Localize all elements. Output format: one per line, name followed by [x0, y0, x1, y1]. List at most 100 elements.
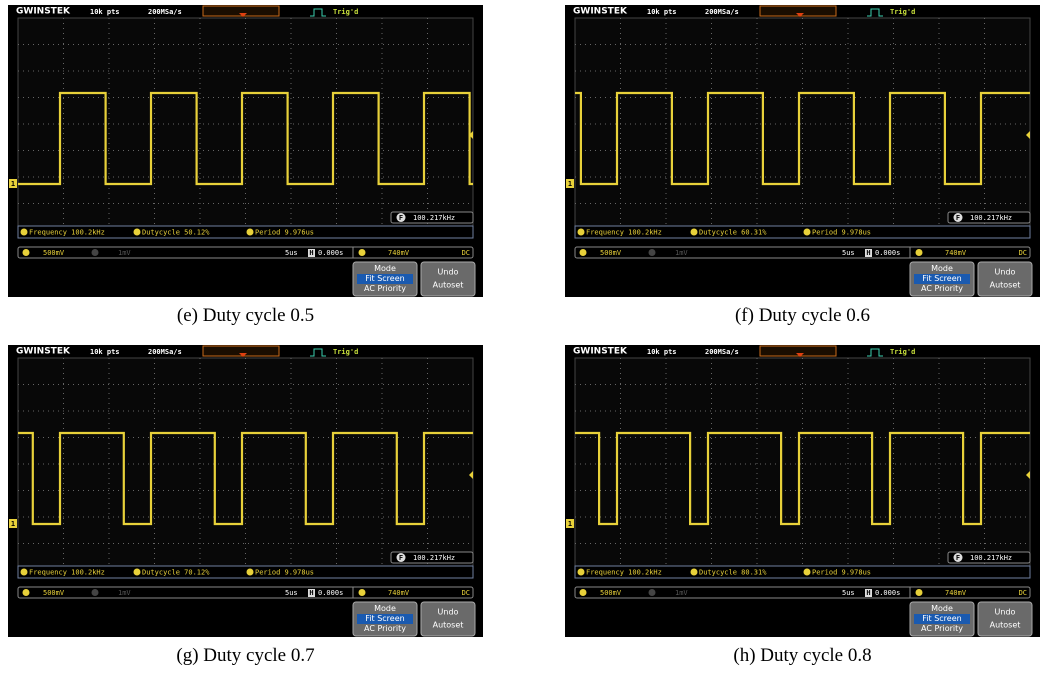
- record-length: 10k pts: [647, 8, 677, 16]
- trigger-ch-icon: [916, 589, 923, 596]
- undo-label: Undo: [438, 608, 459, 617]
- readout: 100.217kHz: [413, 214, 455, 222]
- coupling: DC: [1019, 249, 1027, 257]
- record-length: 10k pts: [90, 348, 120, 356]
- ch2-icon: [649, 249, 656, 256]
- undo-label: Autoset: [990, 621, 1021, 630]
- position-icon: H: [866, 589, 870, 597]
- timebase: 5us: [285, 589, 298, 597]
- mode-label: Mode: [374, 264, 396, 273]
- mode-label: Mode: [374, 604, 396, 613]
- timebase: 5us: [842, 589, 855, 597]
- trigger-status: Trig'd: [890, 8, 915, 16]
- measurement: Frequency 100.2kHz: [586, 229, 662, 237]
- mode-label: Mode: [931, 264, 953, 273]
- mode-label: Fit Screen: [365, 274, 404, 283]
- trigger-level: 740mV: [945, 589, 967, 597]
- ch1-icon: [580, 249, 587, 256]
- ch2-scale: 1mV: [675, 249, 688, 257]
- caption: (h) Duty cycle 0.8: [565, 645, 1040, 667]
- trigger-status: Trig'd: [333, 348, 358, 356]
- channel-label: 1: [568, 520, 572, 528]
- brand: GWINSTEK: [16, 7, 71, 17]
- position: 0.000s: [318, 249, 343, 257]
- measurement: Frequency 100.2kHz: [29, 569, 105, 577]
- vertical-scale: 500mV: [43, 589, 65, 597]
- measurement: Frequency 100.2kHz: [586, 569, 662, 577]
- ch2-scale: 1mV: [675, 589, 688, 597]
- measurement-icon: [21, 229, 28, 236]
- mode-label: Fit Screen: [922, 614, 961, 623]
- record-length: 10k pts: [647, 348, 677, 356]
- measurement-icon: [247, 229, 254, 236]
- channel-label: 1: [568, 180, 572, 188]
- position: 0.000s: [318, 589, 343, 597]
- page: {"panels": [ {"caption": "(e) Duty cycle…: [0, 0, 1045, 675]
- trigger-level: 740mV: [388, 589, 410, 597]
- brand: GWINSTEK: [573, 7, 628, 17]
- position-icon: H: [309, 589, 313, 597]
- measurement-icon: [134, 569, 141, 576]
- trigger-ch-icon: [359, 589, 366, 596]
- measurement-icon: [21, 569, 28, 576]
- vertical-scale: 500mV: [43, 249, 65, 257]
- scope-screen: GWINSTEK 10k pts 200MSa/s Trig'd 1 F 100.217kH…: [565, 5, 1040, 297]
- brand: GWINSTEK: [16, 347, 71, 357]
- mode-label: Mode: [931, 604, 953, 613]
- record-length: 10k pts: [90, 8, 120, 16]
- readout-icon: F: [399, 214, 403, 222]
- measurement: Period 9.978us: [812, 229, 871, 237]
- sample-rate: 200MSa/s: [705, 8, 739, 16]
- readout: 100.217kHz: [970, 214, 1012, 222]
- channel-label: 1: [11, 520, 15, 528]
- undo-label: Autoset: [990, 281, 1021, 290]
- ch1-icon: [580, 589, 587, 596]
- coupling: DC: [1019, 589, 1027, 597]
- undo-label: Undo: [438, 268, 459, 277]
- measurement-icon: [578, 569, 585, 576]
- sample-rate: 200MSa/s: [148, 348, 182, 356]
- coupling: DC: [462, 249, 470, 257]
- ch2-icon: [92, 589, 99, 596]
- ch2-icon: [649, 589, 656, 596]
- readout-icon: F: [399, 554, 403, 562]
- mode-label: Fit Screen: [365, 614, 404, 623]
- brand: GWINSTEK: [573, 347, 628, 357]
- scope-screenshot: GWINSTEK10k pts200MSa/sTrig'd1F100.217kH…: [565, 345, 1040, 637]
- measurement: Dutycycle 60.31%: [699, 229, 767, 237]
- position-icon: H: [309, 249, 313, 257]
- undo-label: Autoset: [433, 621, 464, 630]
- measurement: Frequency 100.2kHz: [29, 229, 105, 237]
- caption: (f) Duty cycle 0.6: [565, 305, 1040, 327]
- ch2-scale: 1mV: [118, 589, 131, 597]
- measurement-icon: [247, 569, 254, 576]
- caption: (e) Duty cycle 0.5: [8, 305, 483, 327]
- mode-label: AC Priority: [364, 624, 406, 633]
- readout-icon: F: [956, 554, 960, 562]
- caption: (g) Duty cycle 0.7: [8, 645, 483, 667]
- sample-rate: 200MSa/s: [705, 348, 739, 356]
- position: 0.000s: [875, 589, 900, 597]
- readout-icon: F: [956, 214, 960, 222]
- position-icon: H: [866, 249, 870, 257]
- scope-screen: GWINSTEK10k pts200MSa/sTrig'd1F100.217kH…: [8, 5, 483, 297]
- measurement: Dutycycle 50.12%: [142, 229, 210, 237]
- undo-label: Undo: [995, 608, 1016, 617]
- ch2-scale: 1mV: [118, 249, 131, 257]
- ch1-icon: [23, 249, 30, 256]
- measurement: Period 9.976us: [255, 229, 314, 237]
- vertical-scale: 500mV: [600, 249, 622, 257]
- vertical-scale: 500mV: [600, 589, 622, 597]
- measurement: Period 9.978us: [255, 569, 314, 577]
- trigger-level: 740mV: [945, 249, 967, 257]
- measurement-icon: [804, 569, 811, 576]
- scope-screenshot: GWINSTEK10k pts200MSa/sTrig'd1F100.217kH…: [8, 345, 483, 637]
- channel-label: 1: [11, 180, 15, 188]
- measurement-icon: [134, 229, 141, 236]
- undo-label: Autoset: [433, 281, 464, 290]
- mode-label: AC Priority: [364, 284, 406, 293]
- trigger-level: 740mV: [388, 249, 410, 257]
